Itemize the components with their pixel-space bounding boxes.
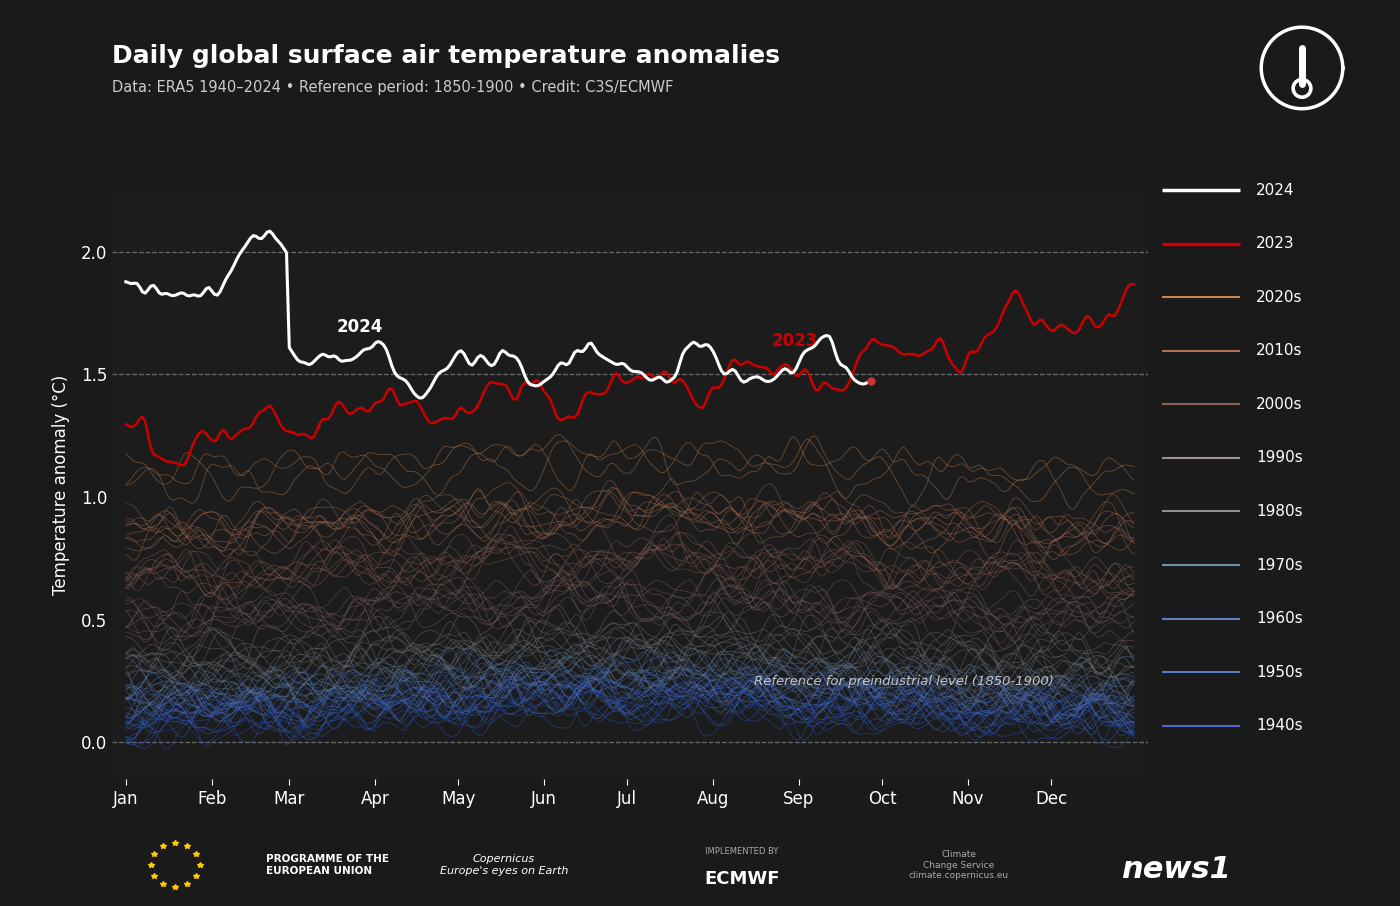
Text: news1: news1 (1121, 855, 1231, 884)
Text: IMPLEMENTED BY: IMPLEMENTED BY (706, 847, 778, 856)
Text: 2020s: 2020s (1256, 290, 1302, 304)
Text: 1990s: 1990s (1256, 450, 1303, 466)
Text: 1960s: 1960s (1256, 611, 1303, 626)
Text: 2000s: 2000s (1256, 397, 1302, 412)
Text: Climate
Change Service
climate.copernicus.eu: Climate Change Service climate.copernicu… (909, 851, 1009, 880)
Text: 2010s: 2010s (1256, 343, 1302, 359)
Circle shape (1292, 79, 1312, 99)
Text: PROGRAMME OF THE
EUROPEAN UNION: PROGRAMME OF THE EUROPEAN UNION (266, 854, 389, 876)
Text: ECMWF: ECMWF (704, 870, 780, 888)
Text: 2023: 2023 (1256, 236, 1295, 251)
Text: 2023: 2023 (771, 333, 818, 351)
Text: 1970s: 1970s (1256, 557, 1303, 573)
Text: 2024: 2024 (1256, 183, 1295, 198)
Text: 1950s: 1950s (1256, 665, 1303, 680)
Text: Daily global surface air temperature anomalies: Daily global surface air temperature ano… (112, 44, 780, 68)
Y-axis label: Temperature anomaly (°C): Temperature anomaly (°C) (52, 374, 70, 595)
Text: 1980s: 1980s (1256, 504, 1303, 519)
Text: Reference for preindustrial level (1850-1900): Reference for preindustrial level (1850-… (755, 675, 1054, 688)
Circle shape (1295, 82, 1309, 95)
Text: 1940s: 1940s (1256, 718, 1303, 733)
Text: Copernicus
Europe's eyes on Earth: Copernicus Europe's eyes on Earth (440, 854, 568, 876)
Text: 2024: 2024 (336, 318, 382, 336)
Text: Data: ERA5 1940–2024 • Reference period: 1850-1900 • Credit: C3S/ECMWF: Data: ERA5 1940–2024 • Reference period:… (112, 80, 673, 95)
